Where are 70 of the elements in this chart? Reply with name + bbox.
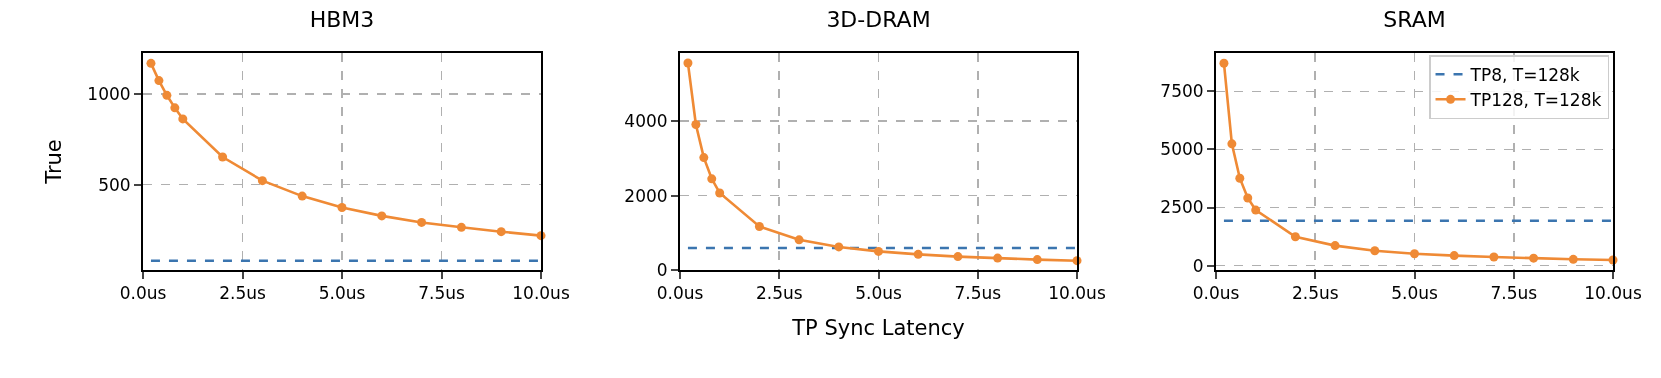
- point: [953, 252, 963, 262]
- point: [154, 76, 164, 86]
- point: [257, 176, 267, 186]
- y-tick-label: 7500: [1160, 81, 1204, 102]
- point: [297, 191, 307, 201]
- y-tick-label: 2500: [1160, 197, 1204, 218]
- point: [913, 249, 923, 259]
- point: [1243, 193, 1253, 203]
- point: [1330, 241, 1340, 251]
- x-tick-label: 5.0us: [855, 283, 902, 304]
- point: [691, 119, 701, 129]
- point: [993, 253, 1003, 263]
- y-tick-label: 500: [98, 174, 131, 195]
- point: [874, 246, 883, 256]
- point: [754, 221, 764, 231]
- point: [683, 58, 693, 68]
- point: [1251, 205, 1261, 215]
- point: [417, 217, 427, 227]
- point: [377, 211, 387, 221]
- y-tick-label: 5000: [1160, 139, 1204, 160]
- legend-label: TP8, T=128k: [1469, 64, 1580, 85]
- x-tick-label: 5.0us: [318, 283, 366, 304]
- point: [715, 188, 725, 198]
- point: [496, 227, 506, 237]
- x-tick-label: 0.0us: [1192, 283, 1240, 304]
- point: [178, 114, 188, 124]
- point: [1410, 249, 1419, 259]
- point: [1449, 251, 1459, 261]
- point: [1290, 232, 1300, 242]
- x-tick-label: 2.5us: [755, 283, 803, 304]
- x-tick-label: 7.5us: [1490, 283, 1538, 304]
- point: [146, 58, 156, 68]
- y-tick-label: 0: [1192, 255, 1204, 276]
- point: [218, 152, 228, 162]
- x-tick-label: 2.5us: [1291, 283, 1339, 304]
- point: [1235, 173, 1245, 183]
- chart-title: HBM3: [309, 6, 375, 32]
- point: [699, 153, 709, 163]
- x-tick-label: 7.5us: [954, 283, 1002, 304]
- point: [1032, 255, 1042, 265]
- y-axis-title: True: [41, 139, 66, 185]
- y-tick-label: 0: [656, 259, 668, 280]
- x-tick-label: 10.0us: [1048, 283, 1106, 304]
- point: [162, 90, 172, 100]
- point: [1529, 253, 1539, 263]
- legend-label: TP128, T=128k: [1469, 89, 1602, 110]
- point: [1489, 252, 1499, 262]
- point: [170, 103, 180, 113]
- x-axis-title: TP Sync Latency: [791, 316, 965, 341]
- x-tick-label: 0.0us: [119, 283, 167, 304]
- point: [1227, 139, 1237, 149]
- point: [707, 174, 717, 184]
- y-tick-label: 4000: [624, 111, 668, 132]
- point: [834, 242, 844, 252]
- point: [1219, 58, 1229, 68]
- x-tick-label: 2.5us: [219, 283, 266, 304]
- x-tick-label: 0.0us: [656, 283, 704, 304]
- x-tick-label: 7.5us: [418, 283, 465, 304]
- chart-title: SRAM: [1383, 6, 1446, 32]
- y-tick-label: 2000: [624, 185, 668, 206]
- point: [794, 235, 804, 245]
- x-tick-label: 5.0us: [1391, 283, 1438, 304]
- point: [1568, 254, 1578, 264]
- point: [456, 222, 466, 232]
- x-tick-label: 10.0us: [512, 283, 570, 304]
- point: [337, 203, 347, 213]
- y-tick-label: 1000: [87, 83, 131, 104]
- chart-title: 3D-DRAM: [826, 6, 931, 32]
- x-tick-label: 10.0us: [1584, 283, 1642, 304]
- point: [1370, 246, 1380, 256]
